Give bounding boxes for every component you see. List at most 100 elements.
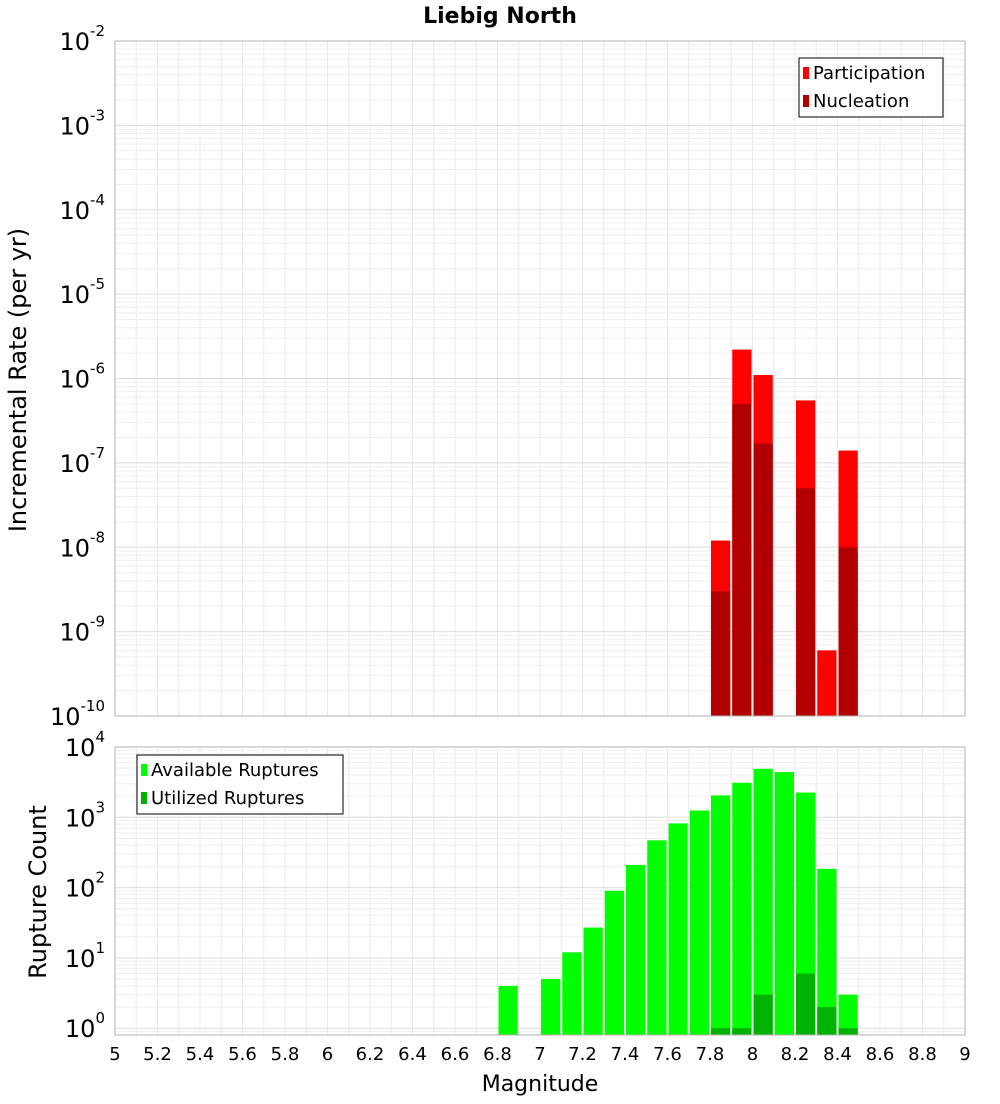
chart-layer: 10-210-310-410-510-610-710-810-910-10Par… xyxy=(50,22,971,1065)
x-tick-label: 5.2 xyxy=(143,1044,172,1065)
bottom-bar xyxy=(541,979,561,1035)
y-tick-exponent: -6 xyxy=(90,360,105,378)
bottom-bar xyxy=(498,985,518,1035)
y-tick-base: 10 xyxy=(65,875,96,903)
y-tick-exponent: -10 xyxy=(81,697,106,715)
x-tick-label: 5 xyxy=(109,1044,120,1065)
top-plot-frame xyxy=(114,40,966,717)
bottom-legend-box xyxy=(136,754,344,815)
bottom-x-ticks: 5 5.2 5.4 5.6 5.8 6 6.2 6.4 6.6 6.8 7 7.2 7.4 7.6 7.8 8… xyxy=(109,1044,970,1065)
top-bar xyxy=(711,591,731,716)
y-tick-exponent: -7 xyxy=(90,444,105,462)
bottom-bar xyxy=(796,973,816,1035)
y-tick-base: 10 xyxy=(65,734,96,762)
top-y-tick-label: 10-10 xyxy=(50,697,105,731)
top-bar xyxy=(753,443,773,716)
top-bar xyxy=(817,650,837,716)
top-y-tick-label: 10-8 xyxy=(59,528,105,562)
bottom-y-tick-label: 101 xyxy=(65,939,105,973)
top-y-tick-label: 10-9 xyxy=(59,613,105,647)
x-tick-label: 9 xyxy=(959,1044,970,1065)
top-y-tick-label: 10-3 xyxy=(59,106,105,140)
y-tick-base: 10 xyxy=(50,703,81,731)
x-tick-label: 6.8 xyxy=(483,1044,512,1065)
bottom-bar xyxy=(711,795,731,1035)
bottom-bar xyxy=(732,1028,752,1035)
bottom-bar xyxy=(604,890,624,1035)
x-tick-label: 8.2 xyxy=(781,1044,810,1065)
x-tick-label: 8.8 xyxy=(908,1044,937,1065)
x-tick-label: 6 xyxy=(322,1044,333,1065)
y-tick-base: 10 xyxy=(59,366,90,394)
x-tick-label: 6.4 xyxy=(398,1044,427,1065)
top-y-axis-label: Incremental Rate (per yr) xyxy=(4,228,32,532)
y-tick-base: 10 xyxy=(65,945,96,973)
legend-swatch xyxy=(803,95,809,107)
y-tick-base: 10 xyxy=(59,281,90,309)
top-y-tick-label: 10-2 xyxy=(59,22,105,56)
chart-title: Liebig North xyxy=(423,4,577,29)
y-tick-exponent: -2 xyxy=(90,22,105,40)
y-tick-base: 10 xyxy=(59,28,90,56)
legend-label: Utilized Ruptures xyxy=(151,788,304,809)
y-tick-base: 10 xyxy=(59,619,90,647)
bottom-bar xyxy=(774,772,794,1035)
y-tick-base: 10 xyxy=(59,534,90,562)
y-tick-exponent: -4 xyxy=(90,191,105,209)
y-tick-base: 10 xyxy=(65,804,96,832)
legend-label: Nucleation xyxy=(813,91,909,112)
bottom-bar xyxy=(753,768,773,1035)
y-tick-base: 10 xyxy=(59,197,90,225)
x-tick-label: 5.8 xyxy=(271,1044,300,1065)
x-axis-label: Magnitude xyxy=(482,1072,599,1097)
x-tick-label: 7.6 xyxy=(653,1044,682,1065)
y-tick-exponent: 3 xyxy=(95,798,105,816)
bottom-bar xyxy=(838,994,858,1035)
legend-label: Participation xyxy=(813,63,925,84)
bottom-y-tick-label: 100 xyxy=(65,1009,105,1043)
y-tick-base: 10 xyxy=(59,450,90,478)
bottom-plot-frame xyxy=(114,746,966,1036)
y-tick-exponent: -3 xyxy=(90,106,105,124)
bottom-y-tick-label: 102 xyxy=(65,869,105,903)
y-tick-exponent: 4 xyxy=(95,728,105,746)
x-tick-label: 7 xyxy=(534,1044,545,1065)
y-tick-exponent: 1 xyxy=(95,939,105,957)
top-bar xyxy=(732,403,752,716)
y-tick-exponent: 2 xyxy=(95,869,105,887)
bottom-bar xyxy=(838,1028,858,1035)
legend-swatch xyxy=(141,792,147,804)
x-tick-label: 7.4 xyxy=(611,1044,640,1065)
y-tick-exponent: -8 xyxy=(90,528,105,546)
bottom-bar xyxy=(753,994,773,1035)
bottom-bar xyxy=(583,927,603,1035)
y-tick-exponent: 0 xyxy=(95,1009,105,1027)
y-tick-exponent: -5 xyxy=(90,275,105,293)
bottom-bar xyxy=(668,823,688,1035)
bottom-bar xyxy=(732,782,752,1035)
bottom-bar xyxy=(711,1028,731,1035)
legend-swatch xyxy=(803,67,809,79)
x-tick-label: 6.2 xyxy=(356,1044,385,1065)
top-y-tick-label: 10-5 xyxy=(59,275,105,309)
bottom-y-tick-label: 104 xyxy=(65,728,105,762)
bottom-bar xyxy=(626,864,646,1035)
x-tick-label: 8 xyxy=(747,1044,758,1065)
x-tick-label: 5.4 xyxy=(186,1044,215,1065)
bottom-y-tick-label: 103 xyxy=(65,798,105,832)
bottom-bar xyxy=(562,952,582,1035)
x-tick-label: 7.2 xyxy=(568,1044,597,1065)
bottom-bar xyxy=(817,868,837,1035)
bottom-bar xyxy=(689,810,709,1035)
x-tick-label: 7.8 xyxy=(696,1044,725,1065)
y-tick-base: 10 xyxy=(65,1015,96,1043)
top-legend-box xyxy=(798,57,944,118)
bottom-legend: Available Ruptures Utilized Ruptures xyxy=(136,754,344,815)
bottom-series-2 xyxy=(711,973,858,1035)
y-tick-base: 10 xyxy=(59,112,90,140)
x-tick-label: 6.6 xyxy=(441,1044,470,1065)
